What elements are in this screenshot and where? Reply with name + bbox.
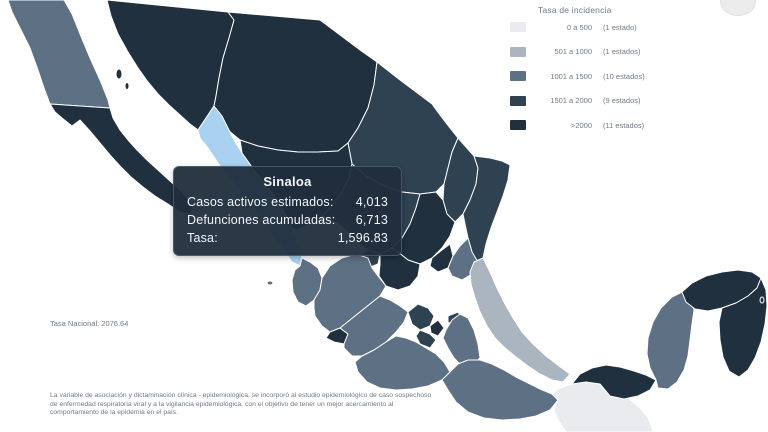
state-guanajuato[interactable] [378, 247, 421, 291]
legend-range: 501 a 1000 [554, 47, 592, 56]
state-baja-california-sur[interactable] [49, 103, 194, 215]
state-tooltip: Sinaloa Casos activos estimados: 4,013 D… [173, 166, 402, 256]
state-morelos[interactable] [415, 329, 437, 349]
tooltip-row: Tasa: 1,596.83 [187, 229, 388, 247]
tooltip-label: Defunciones acumuladas: [187, 213, 336, 227]
island-tiburon[interactable] [115, 68, 123, 80]
legend-range: >2000 [570, 120, 592, 130]
legend-range: 1501 a 2000 [550, 96, 592, 105]
state-chihuahua[interactable] [213, 11, 378, 153]
legend-item: 0 a 500 (1 estado) [510, 22, 730, 32]
legend-swatch [510, 46, 526, 57]
island-cozumel[interactable] [759, 296, 765, 304]
tooltip-label: Tasa: [187, 231, 218, 245]
state-quintana-roo[interactable] [718, 277, 768, 378]
legend-item: 1501 a 2000 (9 estados) [510, 95, 730, 106]
national-rate-label: Tasa Nacional: 2076.64 [50, 319, 129, 328]
tooltip-value: 1,596.83 [337, 231, 388, 245]
legend-count: (10 estados) [603, 71, 645, 81]
legend-title: Tasa de incidencia [538, 5, 612, 15]
tooltip-row: Casos activos estimados: 4,013 [187, 193, 388, 211]
legend-swatch [510, 95, 526, 106]
legend-swatch [510, 120, 526, 130]
tooltip-state-name: Sinaloa [263, 174, 312, 189]
legend-count: (1 estado) [603, 22, 637, 32]
legend-swatch [510, 22, 526, 32]
legend-swatch [510, 71, 526, 81]
legend-count: (1 estados) [603, 47, 641, 56]
state-cdmx[interactable] [429, 319, 445, 337]
tooltip-value: 6,713 [355, 213, 388, 227]
state-estado-de-mexico[interactable] [407, 303, 435, 331]
legend-range: 1001 a 1500 [550, 71, 592, 81]
footnote-text: La variable de asociación y dictaminació… [50, 392, 432, 417]
state-campeche[interactable] [646, 291, 695, 390]
incidence-legend: Tasa de incidencia 0 a 500 (1 estado) 50… [510, 5, 730, 145]
state-puebla[interactable] [442, 313, 481, 367]
state-veracruz[interactable] [469, 257, 571, 383]
state-michoacan[interactable] [339, 295, 409, 357]
state-chiapas[interactable] [551, 381, 654, 432]
tooltip-value: 4,013 [355, 195, 388, 209]
island-angel[interactable] [124, 82, 130, 90]
islands-marias[interactable] [266, 280, 274, 286]
tooltip-row: Defunciones acumuladas: 6,713 [187, 211, 388, 229]
legend-count: (11 estados) [603, 120, 645, 130]
legend-range: 0 a 500 [566, 22, 592, 32]
legend-item: 501 a 1000 (1 estados) [510, 46, 730, 57]
legend-item: 1001 a 1500 (10 estados) [510, 71, 730, 81]
legend-count: (9 estados) [603, 96, 641, 105]
legend-item: >2000 (11 estados) [510, 120, 730, 130]
state-san-luis-potosi[interactable] [391, 191, 456, 265]
tooltip-label: Casos activos estimados: [187, 195, 334, 209]
state-baja-california[interactable] [7, 0, 111, 109]
